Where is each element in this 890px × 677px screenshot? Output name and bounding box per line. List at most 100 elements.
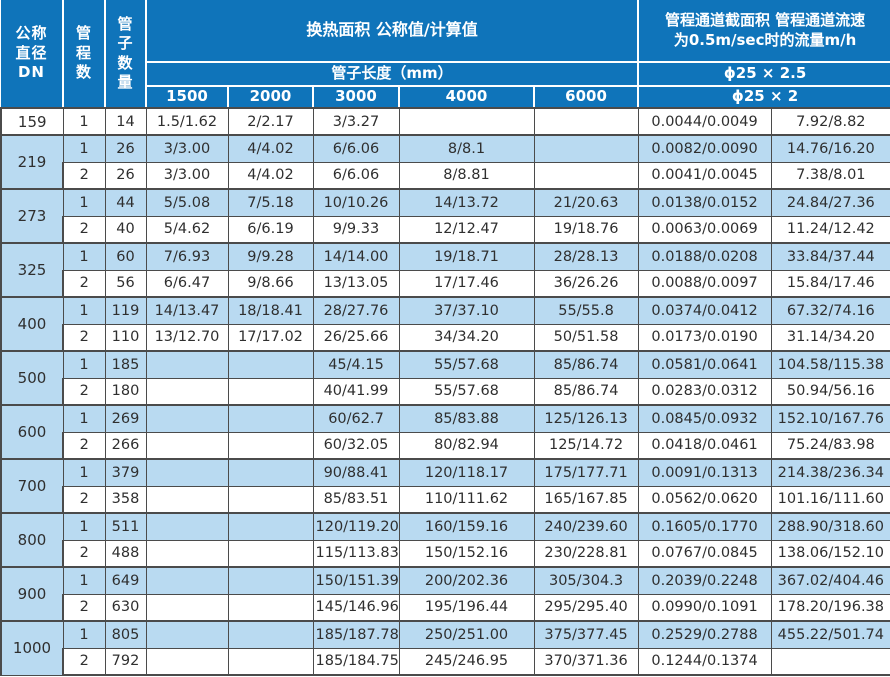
table-body: 159 1 14 1.5/1.62 2/2.17 3/3.27 0.0044/0.0049 7… (0, 107, 890, 676)
value-cell (145, 377, 229, 406)
dn-cell: 219 (0, 134, 64, 190)
table-row: 800 1 511 120/119.20 160/159.16 240/239.60 0.1… (0, 512, 890, 568)
value-cell: 245/246.95 (398, 647, 535, 676)
value-cell (227, 593, 314, 622)
value-cell: 34/34.20 (398, 323, 535, 352)
tube-count-cell: 44 (104, 188, 147, 217)
value-cell: 17/17.02 (227, 323, 314, 352)
value-cell (227, 539, 314, 568)
value-cell (227, 485, 314, 514)
value-cell: 19/18.71 (398, 242, 535, 271)
tube-count-cell: 266 (104, 431, 147, 460)
value-cell (145, 485, 229, 514)
value-cell (533, 161, 639, 190)
value-cell: 5/5.08 (145, 188, 229, 217)
table-row: 600 1 269 60/62.7 85/83.88 125/126.13 0.0845/0… (0, 404, 890, 460)
tube-count-cell: 56 (104, 269, 147, 298)
tube-count-cell: 119 (104, 296, 147, 325)
value-cell: 85/86.74 (533, 377, 639, 406)
value-cell: 17/17.46 (398, 269, 535, 298)
tube-count-cell: 379 (104, 458, 147, 487)
value-cell (227, 566, 314, 595)
value-cell: 185/184.75 (312, 647, 400, 676)
value-cell: 67.32/74.16 (770, 296, 890, 325)
value-cell: 0.0581/0.0641 (637, 350, 772, 379)
value-cell: 375/377.45 (533, 620, 639, 649)
value-cell (145, 350, 229, 379)
value-cell: 13/12.70 (145, 323, 229, 352)
value-cell: 0.0088/0.0097 (637, 269, 772, 298)
value-cell: 40/41.99 (312, 377, 400, 406)
length-header-3000: 3000 (312, 85, 400, 109)
table-row: 2 488 115/113.83 150/152.16 230/228.81 0.0767… (1, 539, 890, 568)
value-cell: 55/57.68 (398, 350, 535, 379)
value-cell: 4/4.02 (227, 161, 314, 190)
value-cell: 145/146.96 (312, 593, 400, 622)
value-cell: 6/6.19 (227, 215, 314, 244)
value-cell: 185/187.78 (312, 620, 400, 649)
value-cell: 14/13.72 (398, 188, 535, 217)
dn-cell: 700 (0, 458, 64, 514)
tube-count-cell: 792 (104, 647, 147, 676)
value-cell: 150/152.16 (398, 539, 535, 568)
table-row: 2 26 3/3.00 4/4.02 6/6.06 8/8.81 0.0041/0.0045… (1, 161, 890, 190)
value-cell: 37/37.10 (398, 296, 535, 325)
tube-count-cell: 110 (104, 323, 147, 352)
value-cell: 12/12.47 (398, 215, 535, 244)
value-cell: 120/119.20 (312, 512, 400, 541)
tube-count-cell: 805 (104, 620, 147, 649)
pass-cell: 1 (62, 458, 106, 487)
pass-cell: 1 (62, 566, 106, 595)
value-cell (145, 458, 229, 487)
table-row: 400 1 119 14/13.47 18/18.41 28/27.76 37/37.10 5… (0, 296, 890, 352)
value-cell (145, 593, 229, 622)
value-cell: 120/118.17 (398, 458, 535, 487)
value-cell: 50.94/56.16 (770, 377, 890, 406)
value-cell: 288.90/318.60 (770, 512, 890, 541)
value-cell: 33.84/37.44 (770, 242, 890, 271)
value-cell (145, 512, 229, 541)
tube-length-header-cell: 管子长度（mm） (144, 61, 640, 87)
value-cell: 85/83.51 (312, 485, 400, 514)
value-cell: 0.0845/0.0932 (637, 404, 772, 433)
value-cell: 26/25.66 (312, 323, 400, 352)
value-cell: 0.0063/0.0069 (637, 215, 772, 244)
length-header-6000: 6000 (532, 85, 640, 109)
value-cell: 9/9.28 (227, 242, 314, 271)
value-cell (145, 404, 229, 433)
table-row: 2 266 60/32.05 80/82.94 125/14.72 0.0418/0.04… (1, 431, 890, 460)
value-cell: 28/27.76 (312, 296, 400, 325)
value-cell: 7.92/8.82 (770, 107, 890, 136)
value-cell: 104.58/115.38 (770, 350, 890, 379)
value-cell: 0.0283/0.0312 (637, 377, 772, 406)
dn-cell: 600 (0, 404, 64, 460)
value-cell: 3/3.00 (145, 134, 229, 163)
pass-cell: 2 (62, 539, 106, 568)
value-cell: 24.84/27.36 (770, 188, 890, 217)
value-cell: 1.5/1.62 (145, 107, 229, 136)
value-cell (227, 350, 314, 379)
value-cell: 250/251.00 (398, 620, 535, 649)
tube-count-cell: 630 (104, 593, 147, 622)
value-cell: 0.0091/0.1313 (637, 458, 772, 487)
value-cell: 6/6.06 (312, 134, 400, 163)
value-cell: 152.10/167.76 (770, 404, 890, 433)
value-cell: 138.06/152.10 (770, 539, 890, 568)
table-row: 900 1 649 150/151.39 200/202.36 305/304.3 0.20… (0, 566, 890, 622)
dn-cell: 159 (0, 107, 64, 136)
value-cell: 165/167.85 (533, 485, 639, 514)
tube-count-cell: 358 (104, 485, 147, 514)
value-cell: 55/55.8 (533, 296, 639, 325)
value-cell: 110/111.62 (398, 485, 535, 514)
value-cell: 14/14.00 (312, 242, 400, 271)
pass-cell: 2 (62, 647, 106, 676)
value-cell (145, 566, 229, 595)
value-cell: 160/159.16 (398, 512, 535, 541)
value-cell (770, 647, 890, 676)
value-cell: 90/88.41 (312, 458, 400, 487)
value-cell (227, 647, 314, 676)
value-cell: 55/57.68 (398, 377, 535, 406)
dn-header-cell: 公称 直径 DN (1, 0, 64, 109)
value-cell: 9/8.66 (227, 269, 314, 298)
value-cell: 19/18.76 (533, 215, 639, 244)
